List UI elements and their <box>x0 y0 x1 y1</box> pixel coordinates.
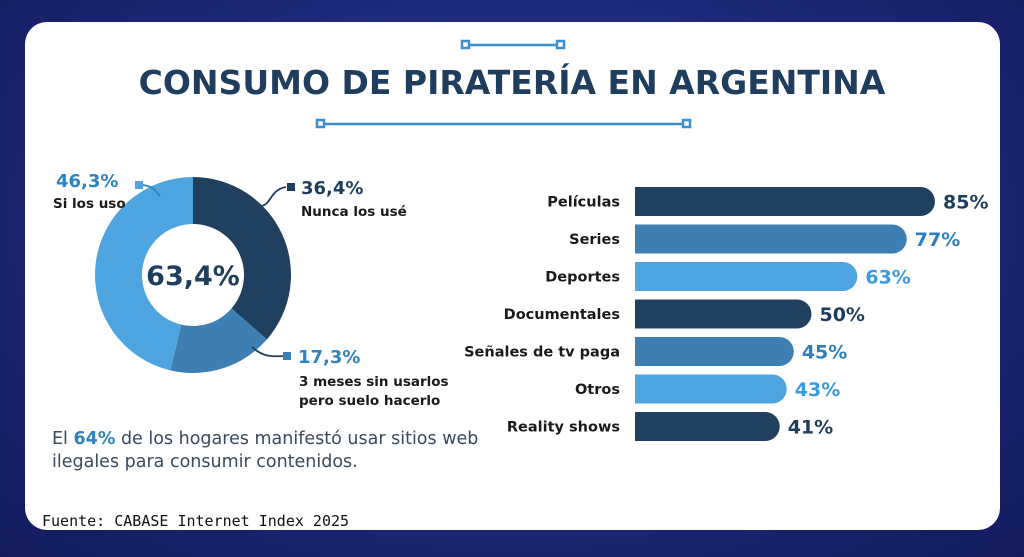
callout-line <box>251 346 284 358</box>
bar <box>635 337 794 366</box>
slice-category-label: Nunca los usé <box>301 204 407 220</box>
bar-value-label: 50% <box>819 304 864 326</box>
bar-category-label: Otros <box>575 382 620 398</box>
donut-slice <box>170 308 267 373</box>
title-deco-square <box>681 118 692 129</box>
bar-base <box>635 262 664 291</box>
bar-base <box>635 412 664 441</box>
bar-category-label: Deportes <box>545 270 620 286</box>
note-text-before: El <box>52 429 74 449</box>
bar <box>635 262 858 291</box>
bar-category-label: Señales de tv paga <box>464 345 620 361</box>
callout-line <box>142 184 161 197</box>
slice-category-label: 3 meses sin usarlos <box>299 374 449 390</box>
note-highlight: 64% <box>73 429 116 449</box>
slice-category-label: pero suelo hacerlo <box>299 393 440 409</box>
donut-slice <box>193 177 291 340</box>
bar-base <box>635 187 664 216</box>
bar-base <box>635 299 664 329</box>
donut-center-label: 63,4% <box>146 261 240 292</box>
summary-note: El 64% de los hogares manifestó usar sit… <box>52 428 492 474</box>
title-deco-square <box>555 39 566 50</box>
bar-value-label: 85% <box>943 192 988 214</box>
bar-value-label: 63% <box>865 267 910 289</box>
bar-base <box>635 224 664 254</box>
bar-category-label: Series <box>569 232 620 248</box>
bar <box>635 412 780 441</box>
bar <box>635 374 787 404</box>
bar-base <box>635 374 664 404</box>
bar-value-label: 77% <box>915 229 960 251</box>
title-deco-square <box>315 118 326 129</box>
slice-category-label: Si los uso <box>53 196 126 212</box>
slice-value-label: 46,3% <box>56 171 118 192</box>
donut-slice <box>95 177 193 371</box>
callout-marker <box>135 181 143 189</box>
source-citation: Fuente: CABASE Internet Index 2025 <box>42 512 350 530</box>
callout-marker <box>287 183 295 191</box>
slice-value-label: 17,3% <box>298 347 360 368</box>
bar-category-label: Documentales <box>504 307 620 323</box>
callout-line <box>261 186 287 207</box>
title-deco-square <box>460 39 471 50</box>
bar <box>635 224 907 254</box>
bar-value-label: 41% <box>788 417 833 439</box>
bar <box>635 187 935 216</box>
bar-value-label: 43% <box>795 379 840 401</box>
slice-value-label: 36,4% <box>301 178 363 199</box>
bar-base <box>635 337 664 366</box>
bar-category-label: Reality shows <box>507 420 620 436</box>
page-title: CONSUMO DE PIRATERÍA EN ARGENTINA <box>138 63 886 102</box>
callout-marker <box>283 352 291 360</box>
bar-category-label: Películas <box>547 195 620 211</box>
note-text-after: de los hogares manifestó usar sitios web… <box>52 429 479 472</box>
bar-value-label: 45% <box>802 342 847 364</box>
bar <box>635 299 812 329</box>
